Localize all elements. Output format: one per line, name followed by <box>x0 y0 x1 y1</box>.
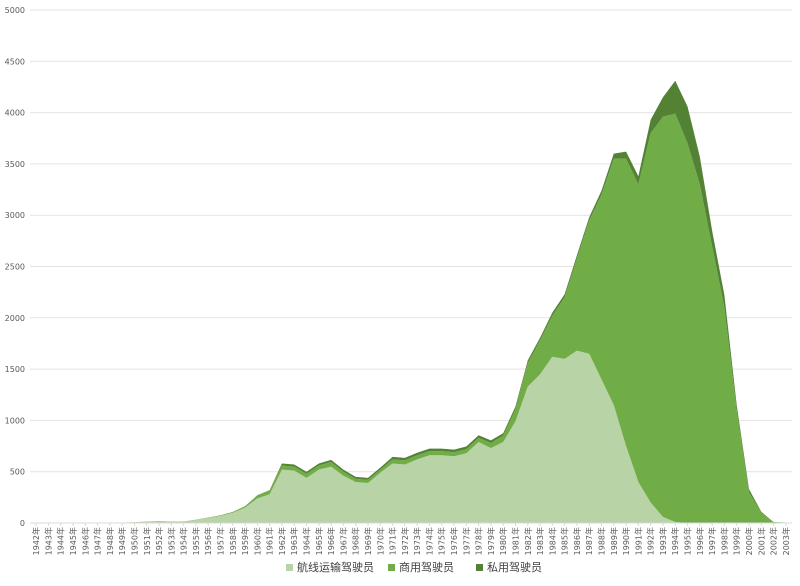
x-tick-label: 1971年 <box>388 527 398 555</box>
x-tick-label: 1967年 <box>338 527 348 555</box>
x-tick-label: 1959年 <box>240 527 250 555</box>
x-tick-label: 1973年 <box>412 527 422 555</box>
x-tick-label: 1975年 <box>437 527 447 555</box>
x-tick-label: 1981年 <box>510 527 520 555</box>
x-tick-label: 1990年 <box>621 527 631 555</box>
x-tick-label: 1970年 <box>375 527 385 555</box>
x-tick-label: 1966年 <box>326 527 336 555</box>
x-tick-label: 1953年 <box>166 527 176 555</box>
x-tick-label: 1972年 <box>400 527 410 555</box>
y-axis-ticks: 0 500 1000 1500 2000 2500 3000 3500 4000 4500 5000 <box>5 6 25 528</box>
x-tick-label: 1992年 <box>646 527 656 555</box>
legend-label: 航线运输驾驶员 <box>297 560 374 574</box>
x-tick-label: 1955年 <box>191 527 201 555</box>
x-tick-label: 1950年 <box>129 527 139 555</box>
x-tick-label: 1986年 <box>572 527 582 555</box>
x-tick-label: 1982年 <box>523 527 533 555</box>
x-tick-label: 1962年 <box>277 527 287 555</box>
y-tick-label: 0 <box>20 519 25 528</box>
x-tick-label: 1942年 <box>31 527 41 555</box>
x-tick-label: 1976年 <box>449 527 459 555</box>
gridlines <box>30 9 792 473</box>
x-tick-label: 1983年 <box>535 527 545 555</box>
watermark: 云执照 <box>665 557 731 572</box>
x-tick-label: 1985年 <box>560 527 570 555</box>
x-tick-label: 1949年 <box>117 527 127 555</box>
x-tick-label: 1951年 <box>142 527 152 555</box>
x-tick-label: 1969年 <box>363 527 373 555</box>
y-tick-label: 1500 <box>5 365 25 374</box>
x-tick-label: 2000年 <box>744 527 754 555</box>
y-tick-label: 2500 <box>5 263 25 272</box>
x-tick-label: 1944年 <box>56 527 66 555</box>
x-tick-label: 1999年 <box>732 527 742 555</box>
x-tick-label: 2001年 <box>756 527 766 555</box>
y-tick-label: 4500 <box>5 57 25 66</box>
area-航线运输驾驶员 <box>36 350 786 523</box>
y-tick-label: 2000 <box>5 314 25 323</box>
legend-label: 商用驾驶员 <box>399 560 454 574</box>
x-tick-label: 1961年 <box>265 527 275 555</box>
y-tick-label: 1000 <box>5 416 25 425</box>
x-tick-label: 1980年 <box>498 527 508 555</box>
x-tick-label: 1968年 <box>351 527 361 555</box>
y-tick-label: 4000 <box>5 109 25 118</box>
x-tick-label: 1958年 <box>228 527 238 555</box>
x-tick-label: 1977年 <box>461 527 471 555</box>
x-tick-label: 1984年 <box>547 527 557 555</box>
legend: 航线运输驾驶员 商用驾驶员 私用驾驶员 <box>286 560 542 574</box>
x-tick-label: 1998年 <box>719 527 729 555</box>
x-tick-label: 1994年 <box>670 527 680 555</box>
chat-bubble-icon <box>665 557 688 572</box>
y-tick-label: 5000 <box>5 6 25 15</box>
legend-swatch <box>286 564 293 571</box>
x-tick-label: 1960年 <box>252 527 262 555</box>
area-series <box>36 80 786 523</box>
x-tick-label: 1945年 <box>68 527 78 555</box>
x-tick-label: 1954年 <box>179 527 189 555</box>
x-tick-label: 1957年 <box>216 527 226 555</box>
watermark-text: 云执照 <box>692 557 731 572</box>
x-tick-label: 1956年 <box>203 527 213 555</box>
y-tick-label: 3000 <box>5 211 25 220</box>
x-tick-label: 1974年 <box>424 527 434 555</box>
x-tick-label: 1993年 <box>658 527 668 555</box>
x-tick-label: 1997年 <box>707 527 717 555</box>
x-tick-label: 1996年 <box>695 527 705 555</box>
legend-swatch <box>388 564 395 571</box>
x-tick-label: 1946年 <box>80 527 90 555</box>
x-tick-label: 1995年 <box>683 527 693 555</box>
x-tick-label: 1991年 <box>633 527 643 555</box>
y-tick-label: 3500 <box>5 160 25 169</box>
x-tick-label: 1988年 <box>597 527 607 555</box>
x-tick-label: 1963年 <box>289 527 299 555</box>
legend-label: 私用驾驶员 <box>487 560 542 574</box>
x-tick-label: 1978年 <box>474 527 484 555</box>
x-tick-label: 1979年 <box>486 527 496 555</box>
x-tick-label: 2003年 <box>781 527 791 555</box>
x-axis-ticks: 1942年 1943年 1944年 1945年 1946年 1947年 1948年 1949年… <box>31 523 791 555</box>
y-tick-label: 500 <box>10 468 25 477</box>
x-tick-label: 1965年 <box>314 527 324 555</box>
x-tick-label: 1948年 <box>105 527 115 555</box>
x-tick-label: 2002年 <box>769 527 779 555</box>
x-tick-label: 1952年 <box>154 527 164 555</box>
area-商用驾驶员 <box>36 113 786 523</box>
x-tick-label: 1987年 <box>584 527 594 555</box>
x-tick-label: 1943年 <box>43 527 53 555</box>
legend-swatch <box>476 564 483 571</box>
x-tick-label: 1989年 <box>609 527 619 555</box>
x-tick-label: 1964年 <box>302 527 312 555</box>
x-tick-label: 1947年 <box>93 527 103 555</box>
